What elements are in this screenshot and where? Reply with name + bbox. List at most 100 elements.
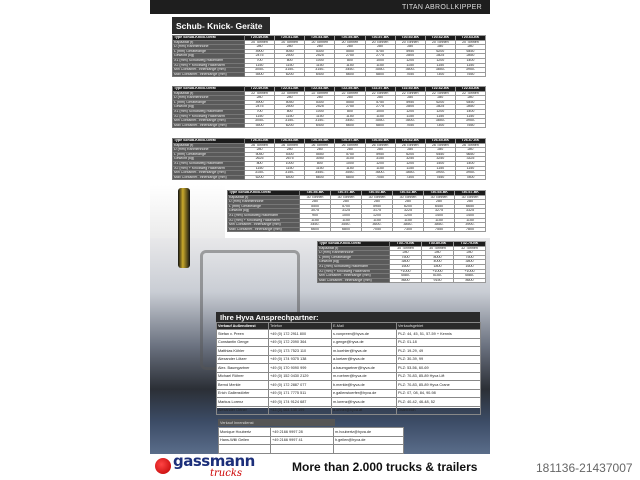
- table-row: Min Container- Innenlänge (mm) 3150- 3150-…: [172, 170, 487, 176]
- cell-value: 6600: [299, 226, 331, 233]
- table-row: Min Container- Innenlänge (mm) 3450- 3550-…: [227, 222, 486, 228]
- contact-phone: +49 (0) 173 7523 110: [268, 346, 332, 356]
- contact-name: Stefan v. Preen: [216, 329, 269, 339]
- contact-email[interactable]: m.roehrer@hyva.de: [331, 371, 397, 381]
- table-row: Gewicht (kg) 2625 2675 3050 3100 3150 3250 3250…: [172, 156, 487, 162]
- contact-phone: +49 2166 9997 41: [270, 435, 334, 445]
- cell-value: 6800: [330, 226, 362, 233]
- contact-region: PLZ: 70-83, 85-89 Hyva Crane: [396, 380, 481, 390]
- table-header-row: Type Schub-Knick-Gerät T30-75-BK T30-80-BK…: [317, 241, 486, 247]
- cell-value: 6200: [274, 122, 306, 129]
- contact-email[interactable]: e.gallenstoerfer@hyva.de: [331, 388, 397, 398]
- contact-row: Erich Gallenstörfer +49 (0) 171 7775 511 e…: [216, 388, 481, 398]
- logo-subword: trucks: [210, 468, 243, 479]
- cell-value: 7050: [394, 71, 426, 78]
- hook-arm-image: [178, 188, 190, 268]
- contact-region: PLZ: 40-42, 46-48, 52: [396, 397, 481, 407]
- brochure-title: TITAN ABROLLKIPPER: [402, 4, 482, 11]
- column-header: Telefon: [268, 322, 332, 330]
- cell-value: 5500: [243, 71, 276, 78]
- contact-row: Constantin Genge +49 (0) 172 2090 364 c.ge…: [216, 337, 481, 347]
- contact-row: Bernd Merkle +49 (0) 172 2887 077 b.merkle…: [216, 380, 481, 390]
- cell-value: 5500: [243, 122, 276, 129]
- contact-phone: [270, 444, 334, 454]
- contact-phone: +49 (0) 171 7775 511: [268, 388, 332, 398]
- contact-row: Alex. Baumgartner +49 (0) 170 9090 999 a.b…: [216, 363, 481, 373]
- row-label: Max Container- Innenlänge (mm): [172, 71, 245, 78]
- row-label: Max Container- Innenlänge (mm): [172, 174, 245, 181]
- contact-email: h.geilen@hyva.de: [333, 435, 404, 445]
- table-row: Min Container- Innenlänge (mm) 3050- 3150-…: [172, 67, 487, 73]
- table-row: Max Container- Innenlänge (mm) 5500 6200 64…: [172, 71, 487, 78]
- contact-email[interactable]: a.ortner@hyva.at: [331, 405, 397, 415]
- cell-value: 8600: [453, 277, 486, 284]
- cell-value: 6800: [364, 122, 396, 129]
- contact-name: Monique Houbertz: [218, 427, 271, 437]
- table-row: L (mm) Gerätelänge 5050 5300 5550 5750 5950 62…: [172, 151, 487, 158]
- spec-table: Type Schub-Knick-Gerät T22-49-BK T22-51-BK…: [172, 86, 487, 129]
- contacts-header-row: Verkauf Außendienst Telefon E-Mail Verkaufs…: [216, 322, 481, 330]
- innendienst-table: Monique Houbertz +49 2166 9997 28 m.houber…: [218, 427, 404, 454]
- contact-phone: +49 (0) 172 2090 364: [268, 337, 332, 347]
- contact-phone: +49 (0) 172 2911 800: [268, 329, 332, 339]
- table-row: X1 (mm) Schubweg Hakenarm 900 1000 1200 1200…: [227, 213, 486, 219]
- cell-value: 7050: [361, 226, 393, 233]
- cell-value: 6400: [304, 122, 336, 129]
- cell-value: 7550: [454, 122, 487, 129]
- contact-region: PLZ: 30-39, 99: [396, 354, 481, 364]
- contact-row: Alexander Ortner +43 (0) 664 135 199 a.ort…: [216, 405, 481, 415]
- contact-email: [333, 444, 404, 454]
- cell-value: 6800: [364, 71, 396, 78]
- table-row: Gewicht (kg) 2475 2500 2525 2750 2775 2800 2825…: [172, 104, 487, 110]
- spec-table: Type Schub-Knick-Gerät T20-49-BK T20-51-BK…: [172, 35, 487, 78]
- row-label: Max Container- Innenlänge (mm): [317, 277, 390, 284]
- contact-email[interactable]: a.baumgartner@hyva.de: [331, 363, 397, 373]
- cell-value: 7300: [424, 122, 456, 129]
- contact-email[interactable]: b.merkle@hyva.de: [331, 380, 397, 390]
- contact-region: PLZ: 07, 08, 84, 90-98: [396, 388, 481, 398]
- contact-row: Alexander Lötzer +49 (0) 174 9375 138 a.lo…: [216, 354, 481, 364]
- column-header: Verkaufsgebiet: [396, 322, 481, 330]
- contact-name: Matthias Köhler: [216, 346, 269, 356]
- cell-value: 6400: [274, 174, 306, 181]
- cell-value: 7550: [423, 226, 455, 233]
- contact-email: m.houbertz@hyva.de: [333, 427, 404, 437]
- innendienst-row: [218, 444, 404, 454]
- contact-region: PLZ: 19-29, 49: [396, 346, 481, 356]
- innendienst-row: Hans-Willi Geilen +49 2166 9997 41 h.geile…: [218, 435, 404, 445]
- table-row: D (mm) Rahmenhöhe 280 280 280: [317, 250, 486, 256]
- contact-email[interactable]: a.loetzer@hyva.de: [331, 354, 397, 364]
- table-row: X1 (mm) Schubweg Hakenarm 800 1000 800 1000 1…: [172, 161, 487, 167]
- cell-value: 7050: [394, 122, 426, 129]
- contact-email[interactable]: m.lorenz@hyva.de: [331, 397, 397, 407]
- contact-name: Erich Gallenstörfer: [216, 388, 269, 398]
- contact-email[interactable]: m.koehler@hyva.de: [331, 346, 397, 356]
- contacts-panel: Ihre Hyva Ansprechpartner: Verkauf Außen…: [216, 312, 481, 415]
- row-label: Max Container- Innenlänge (mm): [172, 122, 245, 129]
- section-title: Schub- Knick- Geräte: [172, 17, 270, 34]
- contact-phone: +49 2166 9997 28: [270, 427, 334, 437]
- contacts-title: Ihre Hyva Ansprechpartner:: [216, 312, 480, 322]
- cell-value: 7300: [424, 71, 456, 78]
- slogan: More than 2.000 trucks & trailers: [292, 460, 478, 474]
- contact-name: Hans-Willi Geilen: [218, 435, 271, 445]
- spec-table: Type Schub-Knick-Gerät T30-55-BK T30-57-BK…: [227, 190, 486, 233]
- cell-value: 6600: [334, 122, 366, 129]
- spec-table: Type Schub-Knick-Gerät T30-75-BK T30-80-BK…: [317, 241, 486, 284]
- cell-value: 9150: [421, 277, 454, 284]
- contact-phone: +49 (0) 152 0430 2129: [268, 371, 332, 381]
- contact-row: Matthias Köhler +49 (0) 173 7523 110 m.koe…: [216, 346, 481, 356]
- table-row: Max Container- Innenlänge (mm) 5500 6200 64…: [172, 122, 487, 129]
- contact-email[interactable]: s.vonpreen@hyva.de: [331, 329, 397, 339]
- contact-region: PLZ: 70-83, 85-89 Hyva Lift: [396, 371, 481, 381]
- contact-email[interactable]: c.genge@hyva.de: [331, 337, 397, 347]
- contact-phone: +49 (0) 172 2887 077: [268, 380, 332, 390]
- contact-region: PLZ: 01-18: [396, 337, 481, 347]
- contact-name: Markus Lorenz: [216, 397, 269, 407]
- cell-value: 6200: [274, 71, 306, 78]
- cell-value: 7300: [394, 174, 426, 181]
- contact-region: PLZ: 53-56, 60-69: [396, 363, 481, 373]
- row-label: Max Container- Innenlänge (mm): [227, 226, 300, 233]
- innendienst-row: Monique Houbertz +49 2166 9997 28 m.houber…: [218, 427, 404, 437]
- table-row: Kapazität (t) 22 Tonnen 22 Tonnen 22 Tonnen…: [172, 90, 487, 97]
